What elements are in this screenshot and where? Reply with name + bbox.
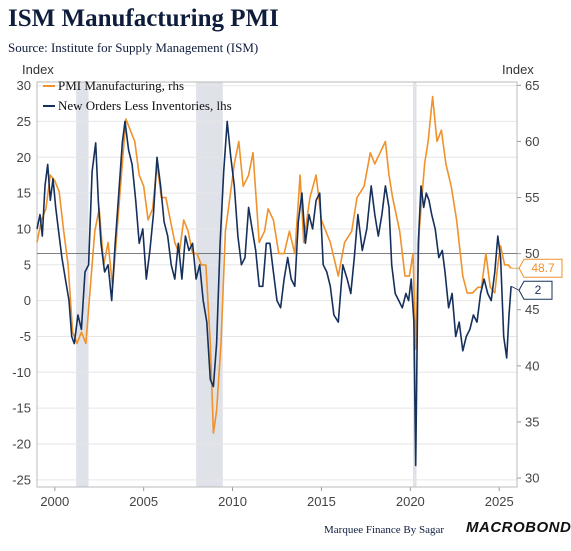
- right-tick-label: 35: [525, 414, 539, 429]
- end-label-pmi: 48.7: [531, 261, 555, 275]
- right-tick-label: 30: [525, 471, 539, 486]
- left-tick-label: 25: [17, 114, 31, 129]
- right-axis-label: Index: [502, 62, 534, 77]
- macrobond-logo: MACROBOND: [466, 519, 571, 536]
- x-tick-label: 2010: [218, 494, 247, 509]
- left-tick-label: 5: [24, 257, 31, 272]
- left-tick-label: 10: [17, 221, 31, 236]
- series-line-new-orders: [36, 120, 512, 467]
- x-tick-label: 2025: [485, 494, 514, 509]
- series-line-pmi: [36, 95, 512, 434]
- x-tick-label: 2020: [396, 494, 425, 509]
- x-tick-label: 2015: [307, 494, 336, 509]
- left-tick-label: -25: [12, 472, 31, 487]
- legend-label-pmi: PMI Manufacturing, rhs: [58, 78, 184, 93]
- left-tick-label: 30: [17, 78, 31, 93]
- right-tick-label: 45: [525, 302, 539, 317]
- left-tick-label: -15: [12, 401, 31, 416]
- end-label-box-new-orders: [518, 280, 553, 300]
- left-axis-label: Index: [22, 62, 54, 77]
- left-tick-label: 15: [17, 186, 31, 201]
- right-tick-label: 65: [525, 78, 539, 93]
- left-tick-label: -10: [12, 365, 31, 380]
- recession-band-0: [76, 82, 89, 487]
- right-tick-label: 55: [525, 190, 539, 205]
- left-tick-label: 0: [24, 293, 31, 308]
- left-tick-label: -5: [19, 329, 31, 344]
- end-label-box-pmi: [518, 258, 563, 278]
- right-tick-label: 40: [525, 358, 539, 373]
- left-tick-label: 20: [17, 150, 31, 165]
- footer-credit: Marquee Finance By Sagar: [324, 524, 445, 536]
- chart-title: ISM Manufacturing PMI: [8, 5, 279, 32]
- right-tick-label: 50: [525, 246, 539, 261]
- left-tick-label: -20: [12, 436, 31, 451]
- legend-label-new-orders: New Orders Less Inventories, lhs: [58, 98, 232, 113]
- end-label-new-orders: 2: [535, 283, 542, 297]
- plot-frame: [36, 81, 518, 488]
- end-label-leader-new-orders: [510, 285, 520, 291]
- right-tick-label: 60: [525, 134, 539, 149]
- x-tick-label: 2005: [129, 494, 158, 509]
- recession-band-2: [413, 82, 417, 487]
- chart-subtitle: Source: Institute for Supply Management …: [8, 40, 259, 55]
- x-tick-label: 2000: [40, 494, 69, 509]
